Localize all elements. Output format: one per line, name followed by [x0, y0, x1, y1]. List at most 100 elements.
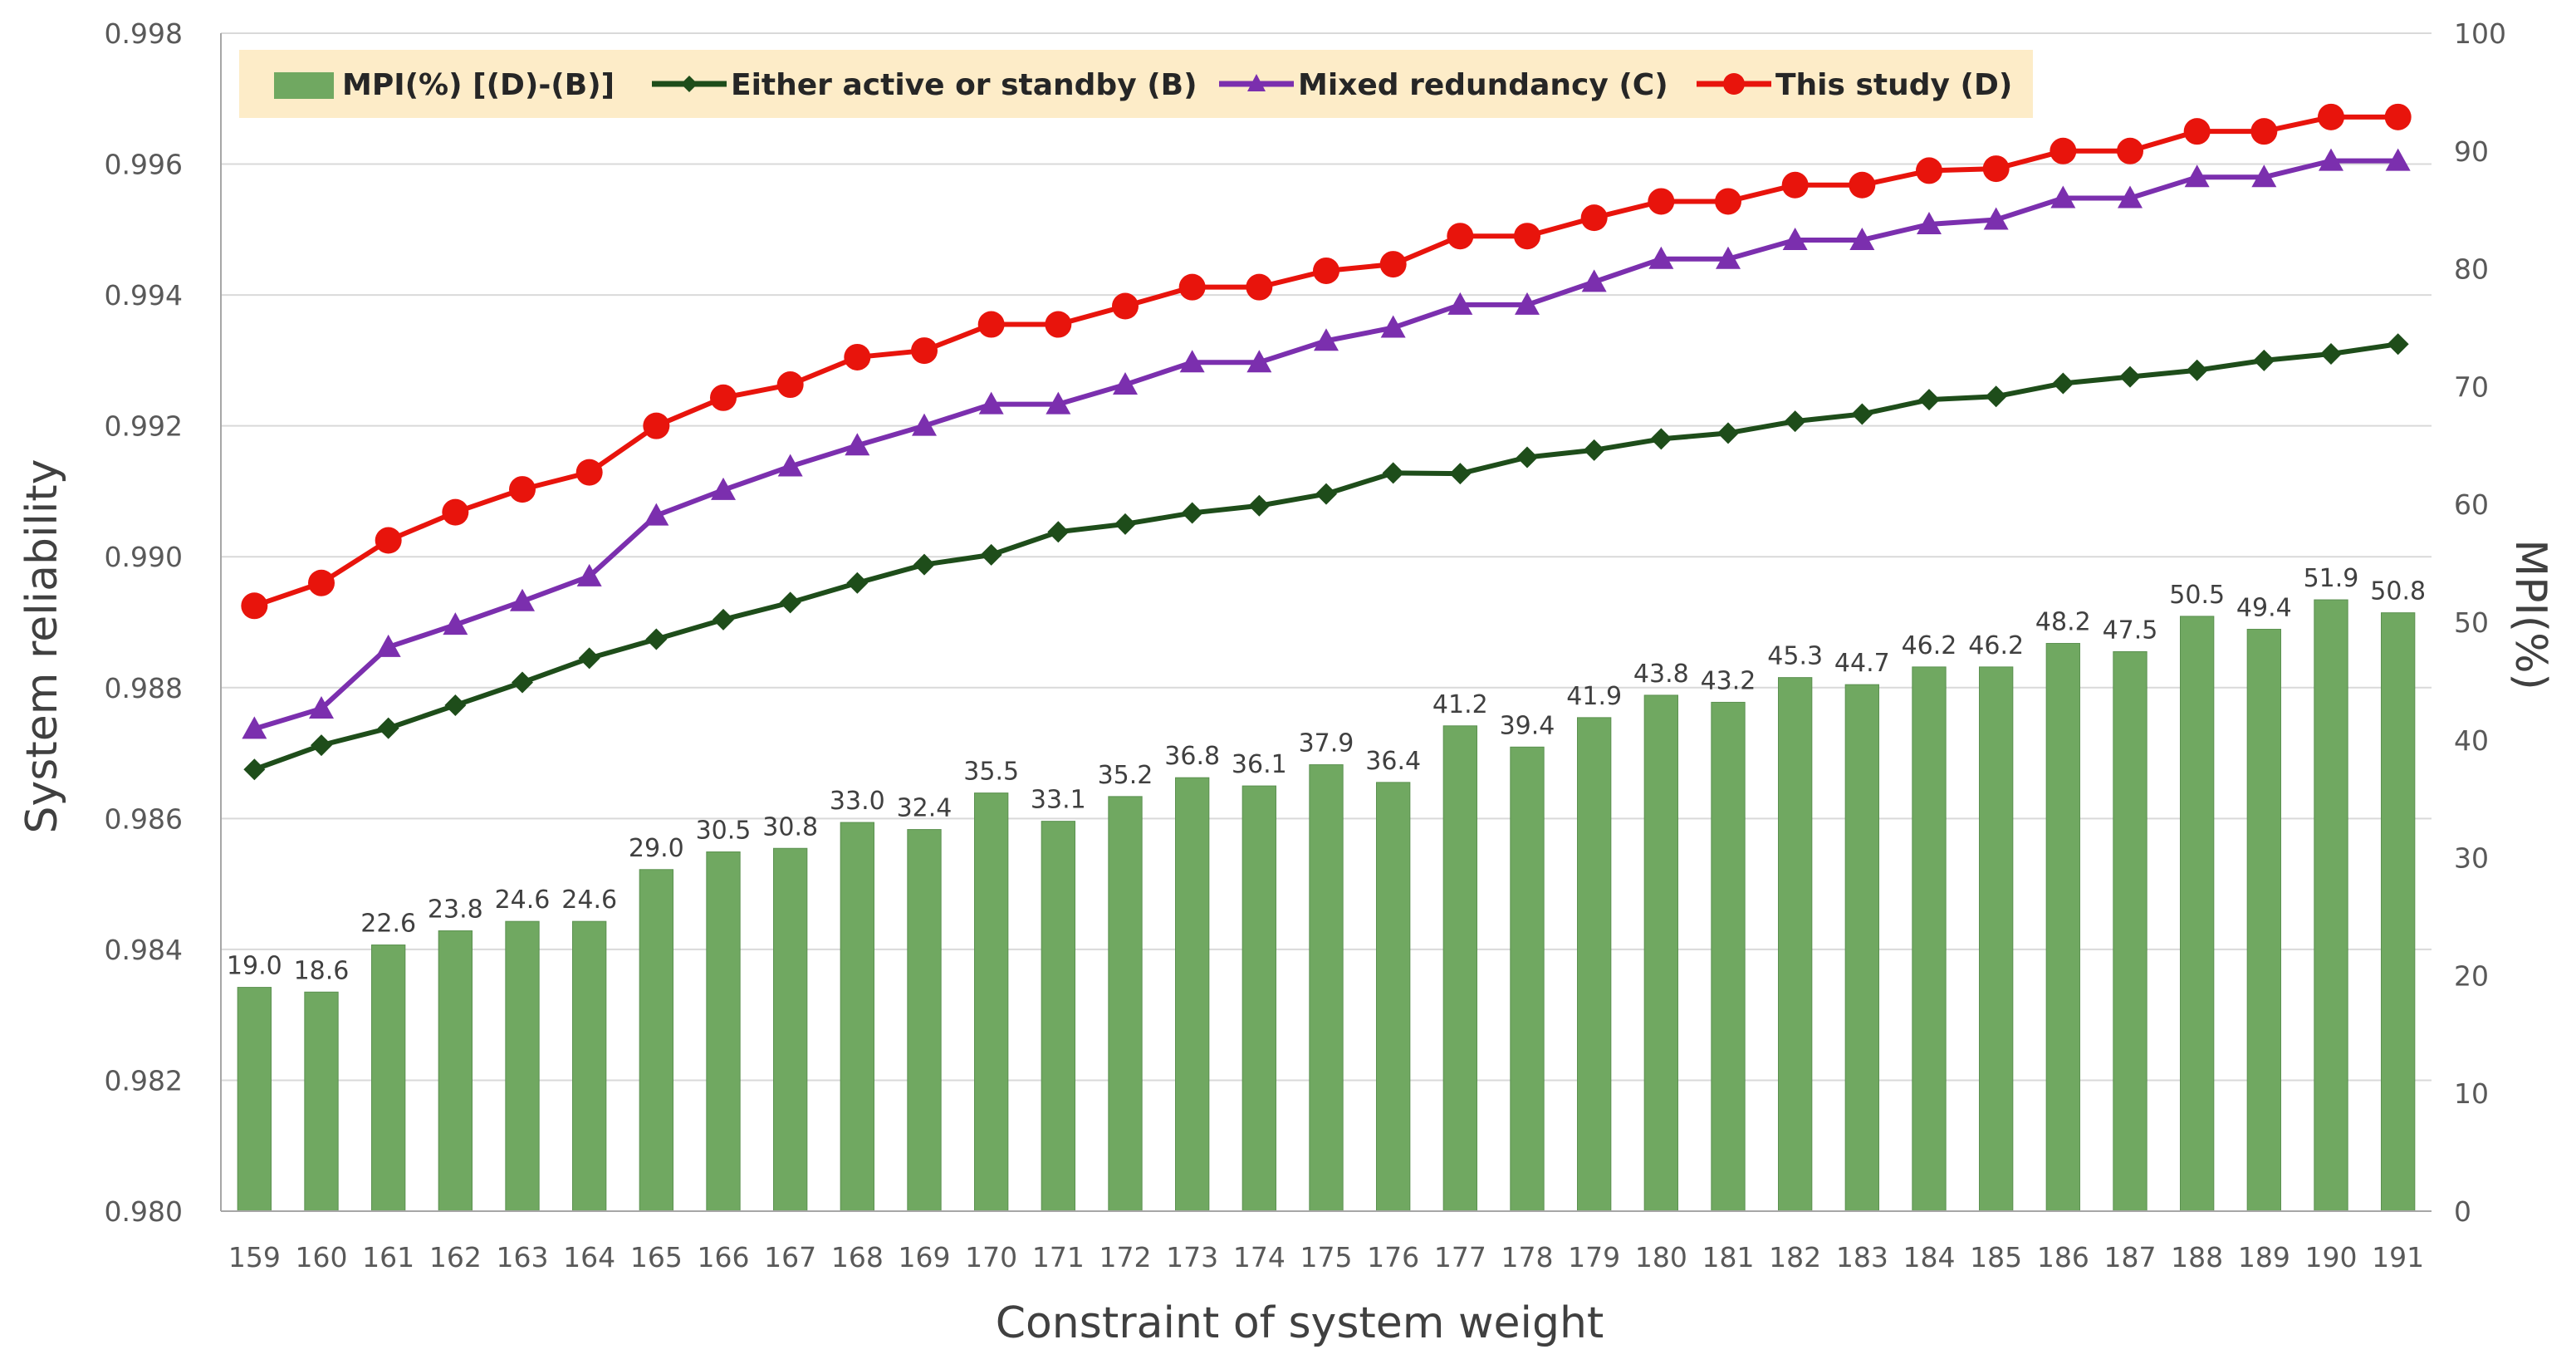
triangle-marker [1246, 350, 1272, 373]
x-tick-label: 191 [2372, 1241, 2424, 1273]
bar-data-label: 43.2 [1701, 666, 1756, 695]
diamond-marker [2119, 366, 2141, 388]
legend-bar-swatch [274, 72, 334, 99]
x-tick-label: 171 [1032, 1241, 1085, 1273]
bar [505, 920, 540, 1212]
x-tick-label: 183 [1836, 1241, 1888, 1273]
triangle-marker [912, 413, 937, 436]
x-tick-label: 163 [497, 1241, 549, 1273]
bar [2381, 612, 2416, 1212]
triangle-marker [443, 612, 468, 635]
diamond-marker [846, 572, 869, 594]
bar [1108, 796, 1143, 1212]
circle-marker [1447, 223, 1474, 250]
bar [1577, 717, 1612, 1212]
bar-data-label: 33.0 [830, 787, 885, 816]
bar [371, 945, 406, 1212]
x-tick-labels: 159 160 161 162 163 164 165 166 167 168 169 170 171 1… [228, 1241, 2424, 1273]
triangle-marker [845, 433, 870, 456]
bar-data-label: 48.2 [2035, 608, 2091, 637]
bar [1241, 785, 1276, 1212]
legend-item-mpi: MPI(%) [(D)-(B)] [274, 68, 615, 102]
x-tick-label: 168 [831, 1241, 884, 1273]
legend-label-d: This study (D) [1775, 68, 2012, 102]
bar [706, 851, 741, 1212]
bar [1442, 725, 1477, 1212]
bar [2314, 599, 2348, 1212]
y-tick-label: 0.998 [105, 17, 183, 50]
triangle-marker [1648, 246, 1674, 269]
x-tick-label: 187 [2104, 1241, 2157, 1273]
x-tick-label: 180 [1635, 1241, 1687, 1273]
diamond-marker [1315, 483, 1337, 505]
circle-marker [977, 311, 1005, 338]
mpi-bars [237, 599, 2416, 1212]
legend-label-b: Either active or standby (B) [731, 68, 1197, 102]
circle-marker [241, 592, 268, 620]
circle-marker [911, 337, 938, 365]
bar-data-label: 22.6 [360, 910, 416, 939]
circle-marker [375, 527, 402, 554]
bar-data-label: 30.5 [696, 817, 752, 846]
bar [974, 792, 1009, 1212]
circle-marker [1580, 204, 1608, 232]
x-tick-label: 162 [429, 1241, 482, 1273]
bar-data-label: 29.0 [629, 834, 684, 863]
legend-label-c: Mixed redundancy (C) [1298, 68, 1668, 102]
x-tick-label: 185 [1970, 1241, 2022, 1273]
x-tick-label: 165 [630, 1241, 683, 1273]
legend-circle-marker [1723, 73, 1745, 95]
bar-data-label: 24.6 [495, 886, 551, 915]
bar-data-label: 35.5 [963, 758, 1019, 787]
triangle-marker [1581, 269, 1607, 292]
circle-marker [1045, 311, 1072, 338]
x-tick-label: 175 [1300, 1241, 1353, 1273]
bar [438, 930, 473, 1212]
x-tick-label: 159 [228, 1241, 281, 1273]
circle-marker [1781, 171, 1809, 199]
diamond-marker [2320, 343, 2342, 366]
y2-tick-label: 30 [2454, 842, 2489, 875]
bar [1643, 694, 1678, 1212]
triangle-marker [2251, 164, 2277, 188]
y2-axis-title: MPI(%) [2505, 539, 2555, 690]
x-tick-label: 166 [698, 1241, 750, 1273]
bar [2246, 629, 2282, 1212]
legend-triangle-marker [1247, 74, 1266, 91]
bar-data-label: 51.9 [2304, 564, 2359, 593]
triangle-marker [1849, 227, 1875, 250]
circle-marker [1514, 223, 1540, 250]
triangle-marker [1716, 246, 1741, 269]
bar-data-label: 45.3 [1767, 642, 1823, 671]
bar [1979, 666, 2014, 1212]
bar-data-label: 50.8 [2370, 577, 2426, 606]
primary-y-tick-labels: 0.980 0.982 0.984 0.986 0.988 0.990 0.992 0.994… [105, 17, 183, 1228]
x-tick-label: 186 [2037, 1241, 2089, 1273]
x-tick-label: 160 [296, 1241, 348, 1273]
x-tick-label: 178 [1501, 1241, 1554, 1273]
triangle-marker [2118, 185, 2143, 209]
triangle-marker [2050, 185, 2076, 209]
triangle-marker [777, 454, 803, 477]
triangle-marker [576, 563, 602, 586]
diamond-marker [1583, 439, 1605, 461]
bar-data-label: 50.5 [2169, 581, 2225, 610]
bar-data-label: 36.1 [1232, 750, 1287, 779]
bar-data-label: 43.8 [1633, 660, 1689, 689]
triangle-marker [1113, 372, 1138, 395]
bar-data-label: 36.8 [1164, 742, 1220, 771]
circle-marker [1715, 188, 1741, 215]
bar-data-label: 19.0 [227, 952, 282, 981]
triangle-marker [711, 477, 736, 500]
diamond-marker [444, 694, 467, 717]
diamond-marker [2186, 359, 2208, 381]
x-tick-label: 169 [899, 1241, 951, 1273]
diamond-marker [779, 591, 801, 614]
diamond-marker [311, 734, 332, 757]
bar [1711, 701, 1746, 1212]
diamond-marker [713, 608, 734, 631]
circle-marker [2050, 137, 2077, 164]
bar-data-label: 44.7 [1834, 649, 1890, 678]
axes [220, 33, 2432, 1212]
circle-marker [2384, 103, 2412, 130]
